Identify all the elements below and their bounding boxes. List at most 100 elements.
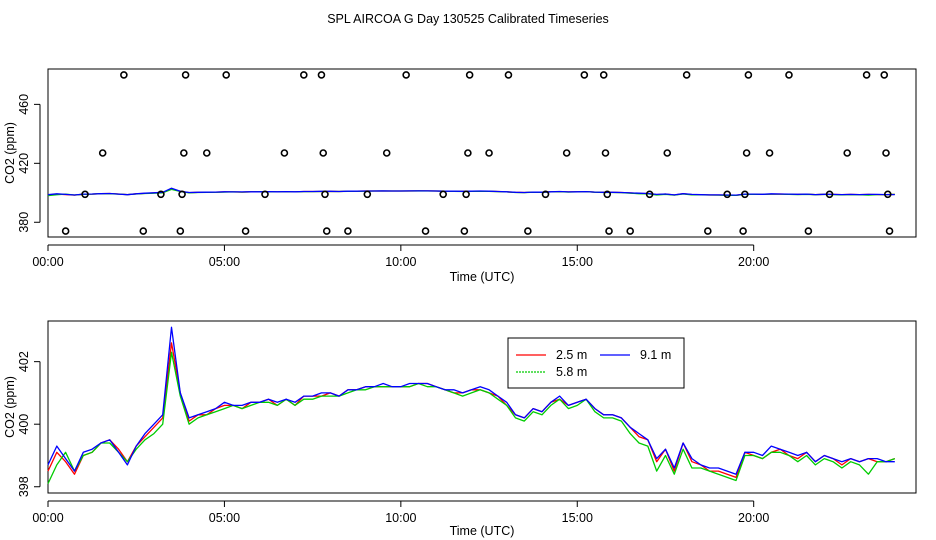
data-point — [880, 71, 889, 79]
data-point — [317, 71, 326, 79]
top-lines-group — [47, 187, 895, 197]
x-tick-label: 15:00 — [562, 511, 593, 525]
legend-label-9-1m: 9.1 m — [640, 348, 671, 362]
overview-line-s58 — [47, 188, 895, 197]
data-point — [599, 71, 608, 79]
data-point — [601, 149, 610, 157]
data-point — [176, 227, 185, 235]
data-point — [580, 71, 589, 79]
data-point — [462, 190, 470, 199]
data-point — [524, 227, 532, 235]
bottom-lines-group — [47, 326, 896, 484]
x-tick-label: 00:00 — [32, 511, 63, 525]
y-tick-label: 460 — [17, 94, 31, 115]
data-point — [120, 71, 128, 79]
data-point — [843, 149, 851, 157]
data-point — [465, 71, 474, 79]
x-tick-label: 05:00 — [209, 511, 240, 525]
x-tick-label: 10:00 — [385, 255, 416, 269]
top-plot-frame — [47, 68, 917, 238]
data-point — [139, 227, 148, 235]
x-tick-label: 20:00 — [738, 511, 769, 525]
data-point — [402, 71, 410, 79]
y-tick-label: 420 — [17, 153, 31, 174]
data-point — [504, 71, 513, 79]
y-tick-label: 398 — [17, 476, 31, 497]
x-tick-label: 15:00 — [562, 255, 593, 269]
data-point — [202, 149, 211, 157]
top-points-group — [61, 71, 894, 235]
data-point — [645, 190, 654, 199]
data-point — [61, 227, 70, 235]
data-point — [741, 190, 749, 199]
data-point — [178, 190, 186, 199]
series-line-s58 — [47, 351, 896, 484]
data-point — [261, 190, 269, 199]
data-point — [663, 149, 672, 157]
data-point — [682, 71, 691, 79]
data-point — [882, 149, 890, 157]
bottom-y-axis: 398 400 402 — [17, 351, 41, 497]
data-point — [739, 227, 747, 235]
data-point — [825, 190, 834, 199]
y-tick-label: 380 — [17, 212, 31, 233]
legend-label-5-8m: 5.8 m — [556, 365, 587, 379]
top-x-axis-label: Time (UTC) — [450, 270, 515, 284]
x-tick-label: 05:00 — [209, 255, 240, 269]
data-point — [626, 227, 634, 235]
data-point — [765, 149, 774, 157]
data-point — [862, 71, 871, 79]
data-point — [562, 149, 571, 157]
series-line-s91 — [47, 326, 895, 475]
top-y-axis-label: CO2 (ppm) — [3, 122, 17, 184]
data-point — [723, 190, 732, 199]
data-point — [344, 227, 352, 235]
y-tick-label: 402 — [17, 351, 31, 372]
data-point — [280, 149, 289, 157]
data-point — [804, 227, 813, 235]
legend: 2.5 m 9.1 m 5.8 m — [507, 337, 685, 389]
data-point — [98, 149, 107, 157]
top-y-axis: 380 420 460 — [17, 94, 41, 233]
data-point — [603, 190, 612, 199]
legend-label-2-5m: 2.5 m — [556, 348, 587, 362]
data-point — [885, 227, 894, 235]
bottom-plot-frame — [47, 320, 917, 494]
data-point — [485, 149, 493, 157]
bottom-x-axis: 00:00 05:00 10:00 15:00 20:00 — [32, 500, 769, 525]
data-point — [382, 149, 391, 157]
data-point — [460, 227, 469, 235]
figure-title: SPL AIRCOA G Day 130525 Calibrated Times… — [327, 12, 609, 26]
data-point — [157, 190, 165, 199]
data-point — [605, 227, 613, 235]
top-panel: 00:00 05:00 10:00 15:00 20:00 380 420 460 Time… — [3, 68, 917, 284]
series-line-s25 — [47, 342, 896, 479]
bottom-panel: 00:00 05:00 10:00 15:00 20:00 398 400 402 Time… — [3, 320, 917, 538]
overview-line-s91 — [47, 187, 895, 196]
data-point — [319, 149, 328, 157]
data-point — [744, 71, 753, 79]
data-point — [785, 71, 793, 79]
x-tick-label: 00:00 — [32, 255, 63, 269]
data-point — [322, 227, 331, 235]
data-point — [363, 190, 372, 199]
y-tick-label: 400 — [17, 414, 31, 435]
data-point — [742, 149, 751, 157]
data-point — [181, 71, 190, 79]
bottom-y-axis-label: CO2 (ppm) — [3, 376, 17, 438]
data-point — [300, 71, 308, 79]
data-point — [81, 190, 89, 199]
bottom-x-axis-label: Time (UTC) — [450, 524, 515, 538]
legend-box — [507, 337, 685, 389]
data-point — [241, 227, 250, 235]
x-tick-label: 10:00 — [385, 511, 416, 525]
data-point — [883, 190, 892, 199]
data-point — [321, 190, 329, 199]
data-point — [541, 190, 550, 199]
data-point — [222, 71, 230, 79]
data-point — [464, 149, 472, 157]
data-point — [421, 227, 430, 235]
data-point — [439, 190, 447, 199]
top-x-axis: 00:00 05:00 10:00 15:00 20:00 — [32, 244, 769, 269]
